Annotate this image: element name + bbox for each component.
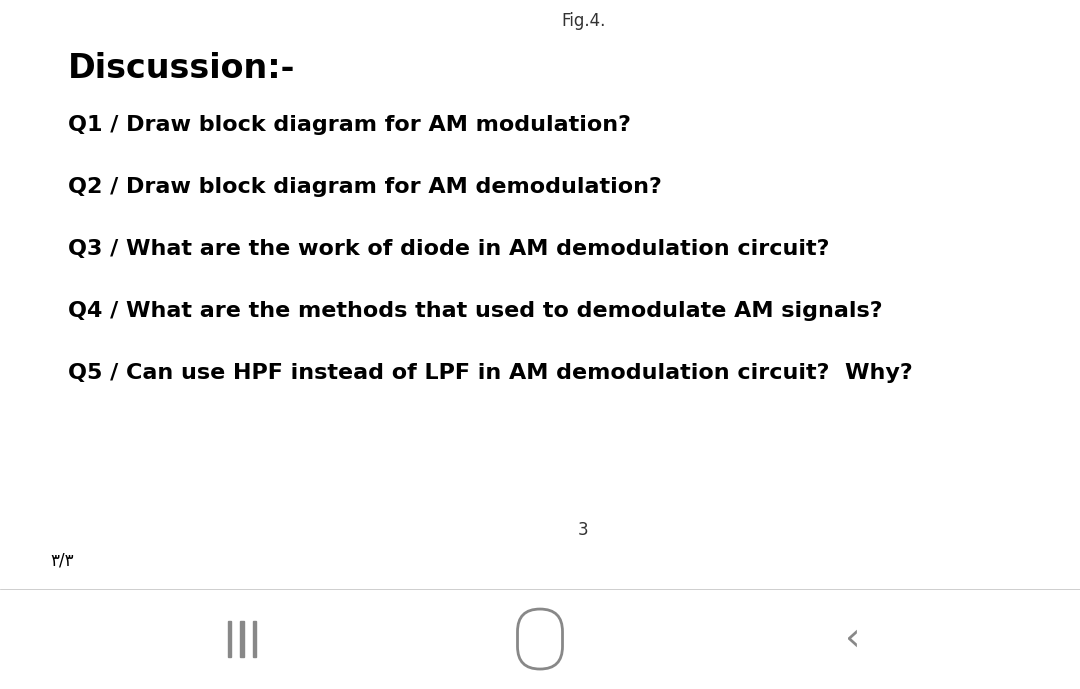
Text: ۳/۳: ۳/۳ [50, 551, 73, 569]
FancyBboxPatch shape [240, 621, 243, 657]
Text: Q3 / What are the work of diode in AM demodulation circuit?: Q3 / What are the work of diode in AM de… [68, 239, 829, 259]
Text: ‹: ‹ [846, 620, 861, 658]
Text: Q4 / What are the methods that used to demodulate AM signals?: Q4 / What are the methods that used to d… [68, 301, 882, 321]
FancyBboxPatch shape [253, 621, 256, 657]
Text: 3: 3 [578, 521, 589, 539]
Text: Fig.4.: Fig.4. [561, 12, 606, 30]
Text: Discussion:-: Discussion:- [68, 52, 295, 85]
FancyBboxPatch shape [228, 621, 231, 657]
Text: Q5 / Can use HPF instead of LPF in AM demodulation circuit?  Why?: Q5 / Can use HPF instead of LPF in AM de… [68, 363, 913, 383]
Text: Q2 / Draw block diagram for AM demodulation?: Q2 / Draw block diagram for AM demodulat… [68, 177, 662, 197]
Text: Q1 / Draw block diagram for AM modulation?: Q1 / Draw block diagram for AM modulatio… [68, 115, 631, 135]
